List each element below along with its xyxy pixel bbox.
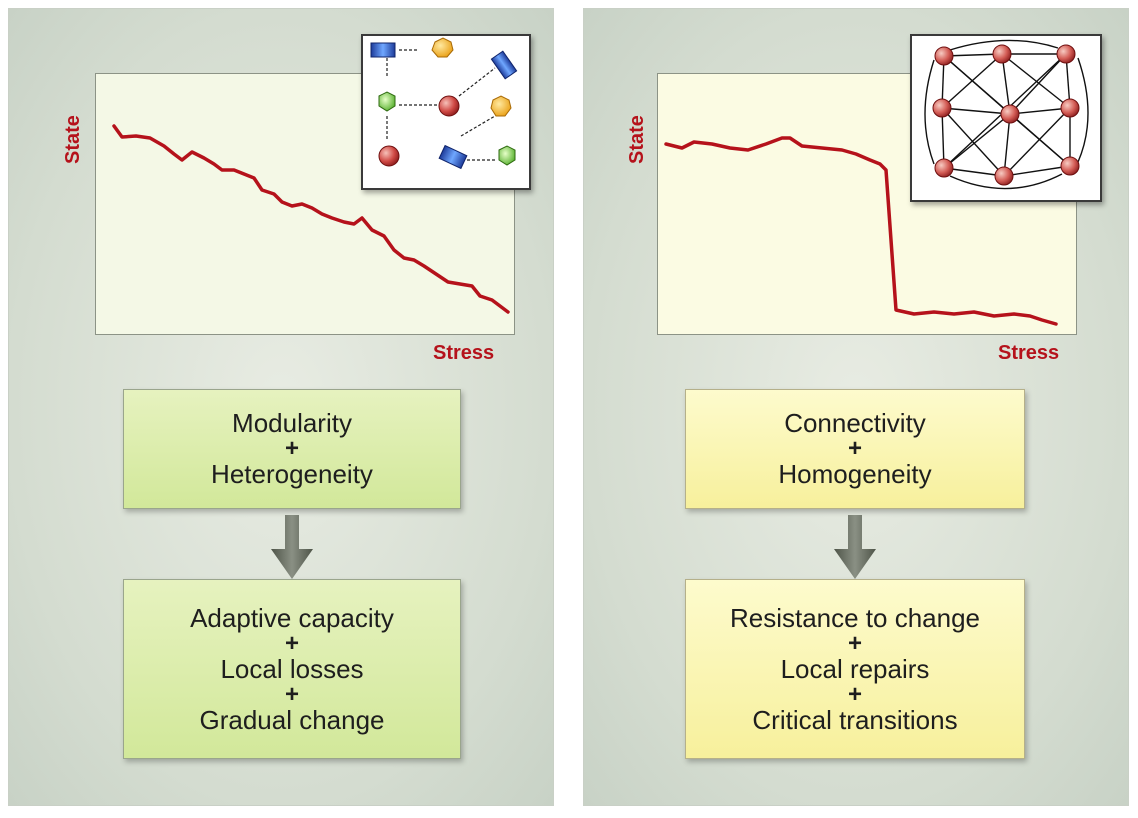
left-panel: State Stress — [8, 8, 554, 806]
adaptive-capacity-box: Adaptive capacity + Local losses + Gradu… — [123, 579, 461, 759]
box-line: Connectivity — [784, 408, 926, 438]
box-line: Modularity — [232, 408, 352, 438]
down-arrow-left — [271, 515, 313, 579]
box-line: Adaptive capacity — [190, 602, 394, 633]
connected-network-diagram — [924, 39, 1089, 190]
plus-sign: + — [284, 435, 299, 462]
right-x-axis-label: Stress — [998, 342, 1060, 364]
box-line: Heterogeneity — [211, 459, 373, 489]
box-line: Resistance to change — [729, 602, 981, 633]
down-arrow-right — [834, 515, 876, 579]
box-line: Local repairs — [780, 653, 930, 684]
connectivity-homogeneity-box: Connectivity + Homogeneity — [685, 389, 1025, 509]
plus-sign: + — [847, 435, 862, 462]
box-line: Local losses — [220, 653, 364, 684]
box-line: Critical transitions — [752, 704, 958, 735]
modularity-heterogeneity-box: Modularity + Heterogeneity — [123, 389, 461, 509]
modular-network-inset — [361, 34, 531, 190]
plus-sign: + — [284, 629, 299, 657]
left-state-curve — [112, 124, 510, 314]
plus-sign: + — [847, 680, 862, 708]
right-panel: State Stress — [583, 8, 1129, 806]
box-line: Gradual change — [199, 704, 385, 735]
left-y-axis-label: State — [62, 115, 84, 164]
right-y-axis-label: State — [626, 115, 648, 164]
connected-network-inset — [910, 34, 1102, 202]
modular-network-diagram — [370, 37, 518, 170]
plus-sign: + — [284, 680, 299, 708]
left-x-axis-label: Stress — [433, 342, 495, 364]
resistance-to-change-box: Resistance to change + Local repairs + C… — [685, 579, 1025, 759]
right-state-curve — [664, 136, 1058, 326]
plus-sign: + — [847, 629, 862, 657]
box-line: Homogeneity — [778, 459, 932, 489]
